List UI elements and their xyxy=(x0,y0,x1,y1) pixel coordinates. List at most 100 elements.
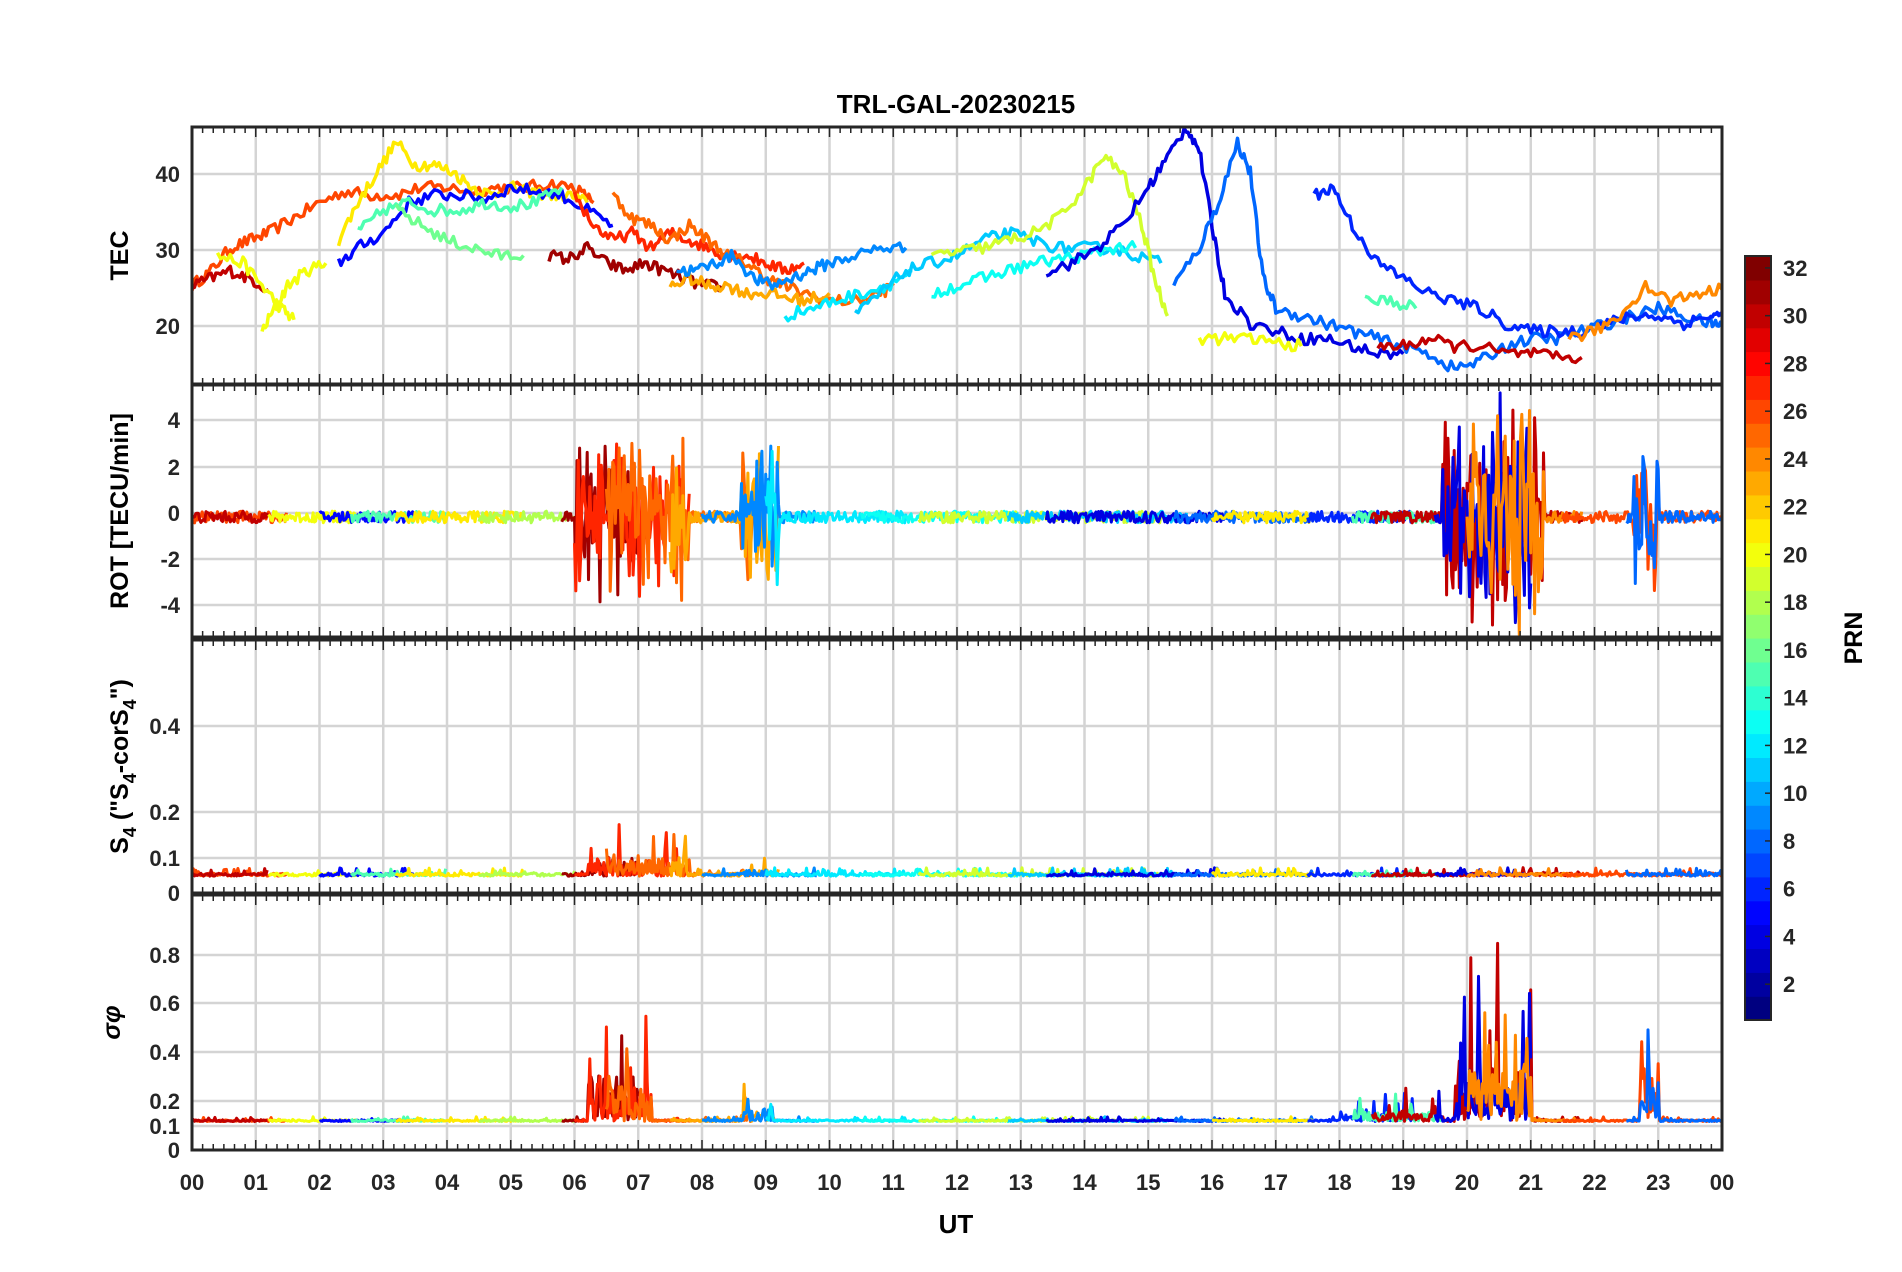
y-tick-label: 0.4 xyxy=(149,714,180,739)
tec-series-line xyxy=(1364,294,1418,311)
colorbar-tick-label: 30 xyxy=(1783,304,1807,329)
traces xyxy=(192,941,1722,1123)
x-tick-label: 02 xyxy=(307,1170,331,1195)
colorbar-tick-label: 14 xyxy=(1783,686,1808,711)
tec-series-line xyxy=(611,191,895,307)
colorbar-tick-label: 18 xyxy=(1783,590,1807,615)
y-tick-label: -2 xyxy=(160,547,180,572)
colorbar-swatch xyxy=(1745,948,1771,973)
x-tick-label: 22 xyxy=(1582,1170,1606,1195)
panel-1: 20 30 40 TEC xyxy=(106,125,1724,386)
x-tick-label: 10 xyxy=(817,1170,841,1195)
x-tick-label: 00 xyxy=(1710,1170,1734,1195)
colorbar-swatch xyxy=(1745,566,1771,591)
colorbar-tick-label: 20 xyxy=(1783,542,1807,567)
tec-series-line xyxy=(783,268,913,323)
x-tick-label: 03 xyxy=(371,1170,395,1195)
tec-series-line xyxy=(1312,183,1722,339)
panel-4: 00.10.2 0.4 0.6 0.8 σφ xyxy=(98,893,1724,1163)
colorbar-tick-label: 16 xyxy=(1783,638,1807,663)
colorbar-label: PRN xyxy=(1840,612,1868,665)
series-line xyxy=(478,1115,575,1123)
colorbar-swatch xyxy=(1745,757,1771,782)
series-line xyxy=(1466,866,1583,878)
series-line xyxy=(1465,409,1584,637)
colorbar-tick-label: 22 xyxy=(1783,495,1807,520)
y-tick-label: 40 xyxy=(156,162,180,187)
colorbar-swatch xyxy=(1745,852,1771,878)
colorbar-tick-label: 2 xyxy=(1783,972,1795,997)
series-line xyxy=(1625,455,1722,585)
x-tick-label: 08 xyxy=(690,1170,714,1195)
series-line xyxy=(1210,866,1315,878)
traces xyxy=(192,823,1722,878)
series-line xyxy=(1307,1091,1418,1123)
tec-series-line xyxy=(931,240,1138,299)
tec-series-line xyxy=(1045,127,1405,361)
series-line xyxy=(1369,408,1584,627)
x-tick-label: 00 xyxy=(180,1170,204,1195)
y-axis-label: TEC xyxy=(106,231,134,281)
y-tick-label: 0.2 xyxy=(149,800,180,825)
series-line xyxy=(1624,866,1722,878)
tec-series-line xyxy=(1567,279,1722,343)
y-tick-label: 0.2 xyxy=(149,1089,180,1114)
colorbar-frame xyxy=(1744,255,1772,1021)
axes-frame xyxy=(190,383,1724,639)
colorbar-swatch xyxy=(1745,518,1771,544)
colorbar-swatch xyxy=(1745,709,1771,735)
tec-series-line xyxy=(1197,331,1303,353)
colorbar-swatch xyxy=(1745,805,1771,830)
colorbar-tick-label: 26 xyxy=(1783,399,1807,424)
series-line xyxy=(192,1115,268,1123)
colorbar-swatch xyxy=(1745,423,1771,448)
tec-series-line xyxy=(336,182,614,268)
x-axis-label: UT xyxy=(939,1209,974,1239)
y-tick-label: -4 xyxy=(160,593,180,618)
tec-series-line xyxy=(357,186,564,231)
tec-series-line xyxy=(215,251,296,322)
tec-series-line xyxy=(547,241,723,293)
tec-series-line xyxy=(572,191,805,275)
tec-series-line xyxy=(1376,333,1583,365)
axes-frame xyxy=(190,638,1724,895)
y-axis-label: ROT [TECU/min] xyxy=(106,413,134,609)
x-tick-label: 17 xyxy=(1264,1170,1288,1195)
x-tick-label: 09 xyxy=(754,1170,778,1195)
y-axis-label: σφ xyxy=(98,1005,126,1039)
series-line xyxy=(192,867,269,878)
colorbar-tick-label: 28 xyxy=(1783,351,1807,376)
panel-2: -4 -2 0 2 4 ROT [TECU/min] xyxy=(106,383,1724,639)
colorbar-tick-label: 6 xyxy=(1783,877,1795,902)
traces xyxy=(192,391,1722,637)
x-tick-label: 21 xyxy=(1519,1170,1543,1195)
y-tick-label: 0 xyxy=(168,1138,180,1163)
colorbar-swatch xyxy=(1745,327,1771,353)
y-axis-label: S4 ("S4-corS4") xyxy=(106,679,140,854)
colorbar-swatch xyxy=(1745,996,1771,1021)
x-tick-label: 06 xyxy=(562,1170,586,1195)
colorbar-swatch xyxy=(1745,470,1771,496)
y-tick-label: 30 xyxy=(156,238,180,263)
series-line xyxy=(477,509,576,525)
tec-series-line xyxy=(260,259,328,332)
axes-frame xyxy=(190,893,1724,1152)
x-axis: 00 01 02 03 04 05 06 07 08 09 10 11 12 13 14 15 16 17 18 19… xyxy=(180,1170,1734,1195)
colorbar-swatch xyxy=(1745,279,1771,305)
colorbar-tick-label: 32 xyxy=(1783,256,1807,281)
colorbar-tick-label: 24 xyxy=(1783,447,1808,472)
x-tick-label: 11 xyxy=(882,1170,905,1195)
colorbar-tick-label: 12 xyxy=(1783,733,1807,758)
colorbar-tick-label: 4 xyxy=(1783,924,1796,949)
y-tick-label: 0.1 xyxy=(149,1114,180,1139)
x-tick-label: 14 xyxy=(1072,1170,1097,1195)
x-tick-label: 01 xyxy=(244,1170,268,1195)
y-tick-label: 0 xyxy=(168,501,180,526)
y-tick-label: 0.8 xyxy=(149,943,180,968)
tec-series-line xyxy=(192,264,270,294)
traces xyxy=(192,127,1722,373)
y-tick-label: 0.6 xyxy=(149,991,180,1016)
x-tick-label: 04 xyxy=(435,1170,460,1195)
